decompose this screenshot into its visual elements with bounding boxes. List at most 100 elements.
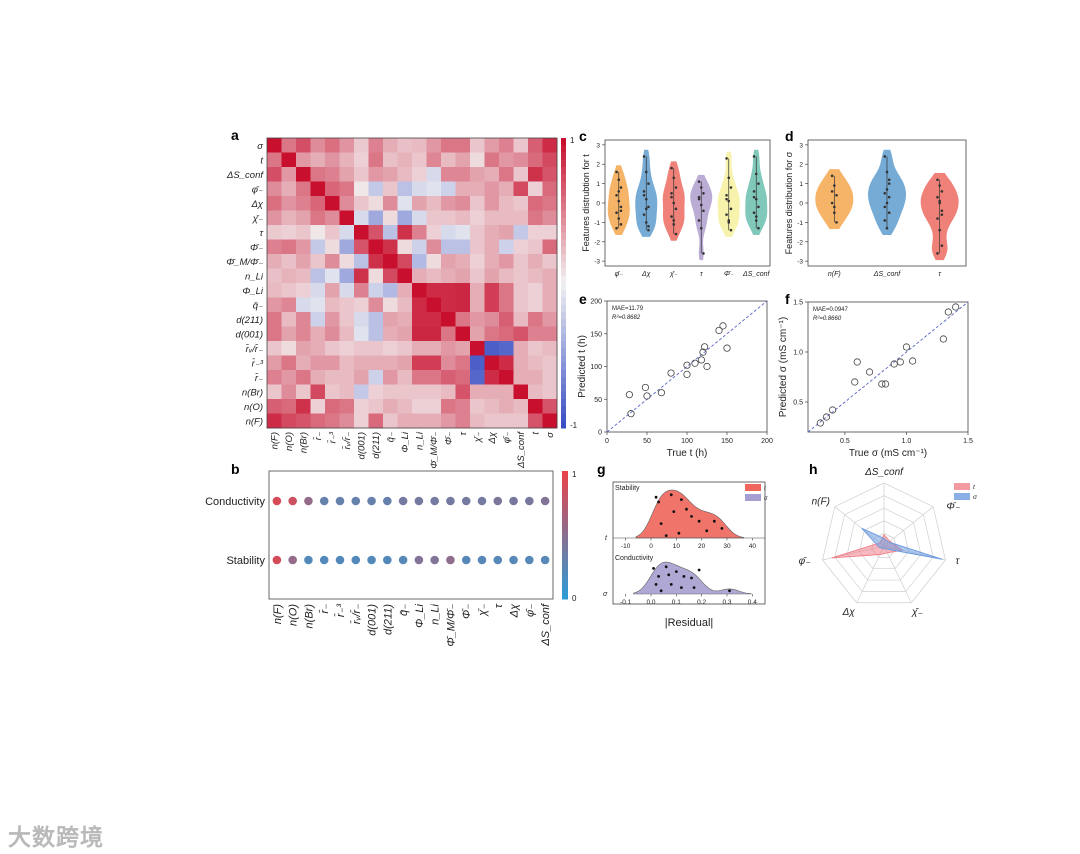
colorbar-tick: 1 (572, 470, 577, 479)
colorbar-step (561, 283, 566, 291)
heatmap-cell (339, 268, 355, 284)
scatter-point (853, 358, 861, 366)
violin-point (647, 228, 650, 232)
heatmap-cell (354, 152, 369, 168)
x-tick-label: 40 (749, 543, 757, 550)
heatmap-cell (383, 167, 398, 182)
heatmap-cell (383, 254, 398, 269)
x-tick-label: 0.1 (672, 599, 681, 606)
heatmap-cell (281, 370, 297, 385)
residual-point (697, 519, 701, 523)
heatmap-cell (339, 341, 355, 356)
heatmap-cell (310, 413, 326, 429)
heatmap-row-label: Φ_Li (242, 286, 264, 297)
heatmap-cell (368, 254, 384, 269)
heatmap-cell (281, 355, 297, 371)
scatter-point (865, 368, 874, 376)
heatmap-col-label: d(001) (356, 432, 367, 459)
panel-label-d: d (785, 128, 794, 144)
heatmap-cell (412, 399, 427, 414)
scatter-point (643, 392, 651, 400)
heatmap-cell (310, 312, 326, 327)
colorbar-step (561, 210, 566, 219)
violin-point (702, 209, 705, 213)
residual-point (712, 519, 716, 523)
importance-dot (335, 555, 345, 565)
violin-point (754, 172, 758, 176)
heatmap-col-label: n(F) (269, 432, 280, 449)
colorbar-step (561, 138, 566, 146)
violin-point (670, 215, 673, 218)
heatmap-cell (339, 138, 355, 153)
residual-point (664, 565, 668, 569)
panel-label-b: b (231, 461, 240, 477)
violin-point (835, 193, 838, 197)
heatmap-cell (513, 196, 529, 211)
heatmap-cell (310, 210, 326, 226)
y-tick-label: -2 (797, 239, 803, 246)
heatmap-row-label: r̄₋ (255, 373, 263, 384)
heatmap-cell (368, 384, 384, 400)
heatmap-cell (470, 268, 485, 284)
heatmap-cell (499, 341, 514, 356)
violin-point (885, 170, 889, 174)
violin-point (725, 197, 728, 201)
heatmap-cell (499, 239, 514, 255)
colorbar-step (561, 304, 566, 313)
heatmap-cell (267, 239, 282, 255)
heatmap-cell (412, 254, 427, 269)
violin-point (615, 193, 618, 197)
violin-point (835, 221, 838, 224)
violin-point (727, 219, 731, 222)
heatmap-cell (513, 225, 529, 240)
violin-point (642, 213, 646, 216)
radar-axis-label: φ̄₋ (799, 556, 812, 567)
residual-point (657, 500, 660, 504)
heatmap-cell (368, 297, 384, 313)
heatmap-cell (470, 370, 485, 385)
y-tick-label: 3 (596, 142, 600, 149)
colorbar-step (561, 341, 566, 349)
dot-matrix-col-label: r̄ᵥ/r̄₋ (350, 604, 363, 624)
heatmap-cell (426, 152, 442, 168)
panel-label-e: e (579, 291, 587, 307)
heatmap-cell (310, 167, 326, 182)
violin-point (936, 252, 939, 255)
dot-matrix-col-label: Φ̄₋ (461, 604, 473, 619)
heatmap-row-label: Φ̄₋ (250, 242, 263, 253)
x-tick-label: 150 (721, 438, 733, 445)
heatmap-cell (339, 196, 355, 211)
heatmap-cell (426, 413, 442, 429)
heatmap-cell (310, 399, 326, 414)
scatter-point (627, 410, 635, 418)
heatmap-cell (426, 254, 442, 269)
heatmap-cell (296, 384, 311, 400)
violin-point (725, 213, 728, 216)
heatmap-cell (542, 167, 558, 182)
violin-point (727, 176, 731, 180)
residual-point (720, 527, 724, 530)
heatmap-cell (528, 384, 543, 400)
heatmap-col-label: n(Br) (298, 432, 309, 453)
heatmap-cell (484, 181, 500, 197)
heatmap-cell (499, 152, 514, 168)
radar-axis-label: τ (956, 556, 961, 567)
heatmap-cell (542, 225, 558, 240)
heatmap-cell (528, 355, 543, 371)
heatmap-row-label: n_Li (245, 271, 264, 282)
scatter-point (719, 322, 727, 330)
x-tick-label: 1.5 (963, 438, 973, 445)
heatmap-cell (441, 370, 456, 385)
heatmap-cell (354, 399, 369, 414)
scatter-point (829, 406, 837, 414)
heatmap-cell (441, 355, 456, 371)
violin-point (615, 226, 618, 230)
heatmap-row-label: n(O) (244, 402, 263, 413)
heatmap-cell (383, 196, 398, 211)
x-tick-label: 0.4 (748, 599, 757, 606)
heatmap-cell (281, 283, 297, 298)
heatmap-cell (296, 254, 311, 269)
heatmap-cell (281, 196, 297, 211)
violin-point (887, 195, 891, 199)
heatmap-cell (412, 312, 427, 327)
